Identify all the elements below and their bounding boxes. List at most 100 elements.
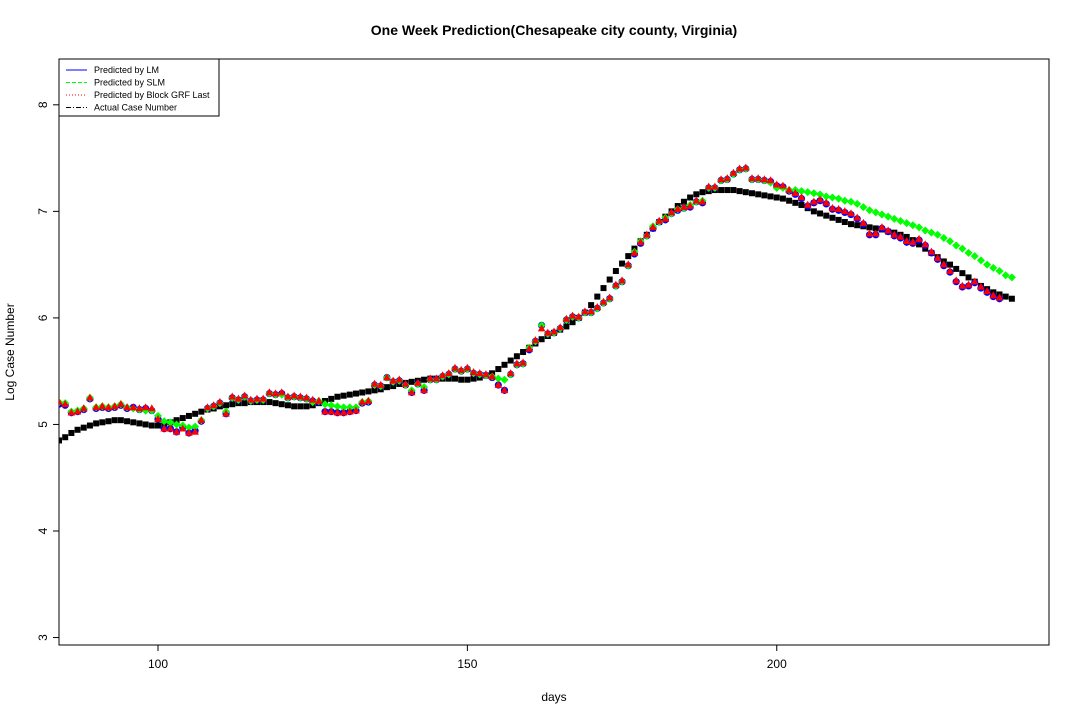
y-axis-label: Log Case Number (3, 303, 17, 400)
data-point (142, 421, 149, 428)
data-point (500, 386, 509, 394)
data-point (308, 395, 317, 403)
data-point (866, 224, 873, 231)
data-point (278, 401, 285, 408)
data-point (717, 175, 725, 183)
data-point (371, 387, 378, 394)
data-point (953, 265, 960, 272)
data-point (432, 374, 441, 382)
data-point (124, 418, 131, 425)
data-point (872, 225, 879, 232)
data-point (742, 163, 750, 171)
data-point (123, 403, 131, 411)
data-point (284, 392, 292, 400)
data-point (835, 216, 842, 223)
data-point (754, 174, 762, 182)
data-point (574, 312, 583, 320)
data-point (513, 353, 520, 360)
data-point (209, 401, 218, 409)
data-point (902, 219, 911, 228)
data-point (693, 191, 700, 198)
data-point (110, 402, 119, 410)
data-point (593, 303, 602, 311)
data-point (600, 285, 607, 292)
data-point (451, 363, 459, 371)
data-point (438, 371, 447, 379)
data-point (544, 328, 552, 336)
y-tick-label: 4 (36, 527, 50, 534)
data-point (877, 210, 886, 219)
data-point (896, 232, 905, 240)
data-point (854, 222, 861, 229)
data-point (915, 223, 924, 232)
data-point (296, 392, 305, 400)
data-point (421, 376, 428, 383)
x-axis-label: days (541, 690, 566, 704)
data-point (457, 365, 465, 373)
data-point (687, 194, 694, 201)
data-point (976, 256, 985, 265)
data-point (407, 388, 416, 396)
plot-frame (58, 58, 1050, 646)
data-point (748, 174, 756, 182)
data-point (166, 424, 175, 432)
data-point (92, 403, 100, 411)
data-point (810, 208, 817, 215)
data-point (1008, 295, 1015, 302)
data-point (99, 419, 106, 426)
data-point (970, 252, 979, 261)
data-point (216, 397, 224, 405)
data-point (606, 276, 613, 283)
data-point (742, 189, 749, 196)
data-point (755, 191, 762, 198)
data-point (531, 336, 540, 344)
data-point (729, 168, 738, 176)
data-point (779, 195, 786, 202)
data-point (266, 399, 273, 406)
data-point (160, 424, 168, 432)
data-point (525, 344, 534, 352)
data-point (772, 180, 781, 188)
data-point (940, 260, 948, 268)
data-point (383, 384, 390, 391)
data-point (223, 402, 230, 409)
data-point (117, 417, 124, 424)
data-point (964, 280, 973, 288)
data-point (588, 302, 595, 309)
data-point (321, 407, 329, 415)
data-point (618, 276, 626, 284)
data-point (958, 244, 967, 253)
data-point (506, 369, 515, 377)
data-point (569, 319, 576, 326)
data-point (345, 403, 354, 412)
data-point (699, 189, 706, 196)
data-point (59, 397, 63, 405)
data-point (494, 374, 503, 383)
data-point (946, 266, 954, 274)
data-point (135, 404, 144, 412)
data-point (723, 174, 732, 182)
data-point (834, 205, 843, 213)
data-point (724, 187, 731, 194)
y-tick-label: 5 (36, 421, 50, 428)
data-point (655, 216, 663, 224)
data-point (605, 293, 614, 301)
data-point (556, 323, 564, 331)
data-point (229, 401, 236, 408)
data-point (977, 282, 985, 290)
data-point (612, 268, 619, 275)
data-point (933, 254, 942, 262)
data-point (259, 394, 267, 402)
data-point (166, 418, 175, 427)
chart-title: One Week Prediction(Chesapeake city coun… (371, 22, 737, 38)
data-point (767, 193, 774, 200)
data-point (148, 404, 156, 412)
data-point (730, 187, 737, 194)
data-point (488, 372, 496, 380)
data-point (420, 386, 428, 394)
data-point (594, 293, 601, 300)
data-point (321, 400, 330, 409)
data-point (847, 197, 855, 206)
data-point (284, 402, 291, 409)
